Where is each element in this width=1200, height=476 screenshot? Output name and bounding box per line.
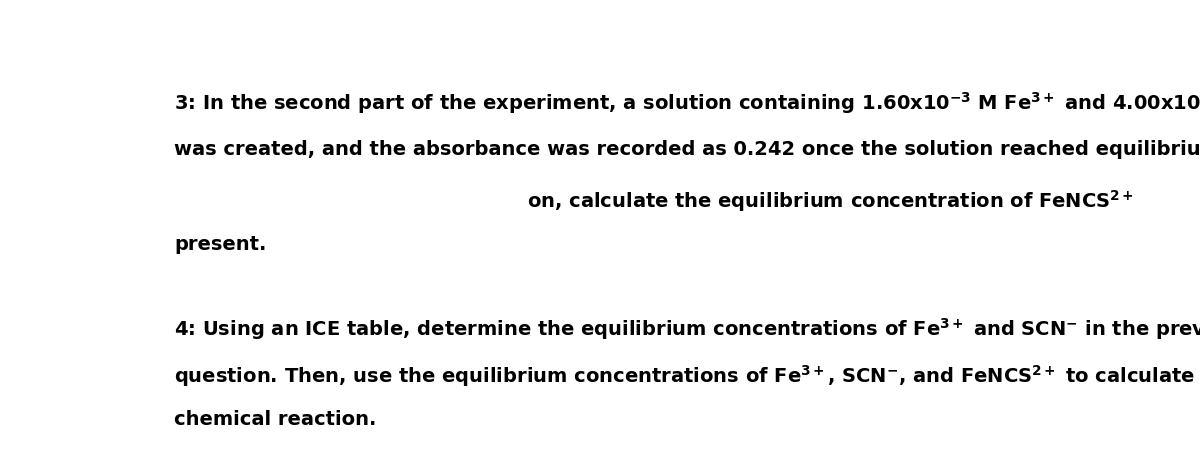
Text: chemical reaction.: chemical reaction. (174, 409, 377, 428)
Text: question. Then, use the equilibrium concentrations of Fe$^{3+}$, SCN$^{-}$, and : question. Then, use the equilibrium conc… (174, 363, 1200, 391)
Text: 4: Using an ICE table, determine the equilibrium concentrations of Fe$^{3+}$ and: 4: Using an ICE table, determine the equ… (174, 316, 1200, 341)
Text: was created, and the absorbance was recorded as 0.242 once the solution reached : was created, and the absorbance was reco… (174, 139, 1200, 159)
Text: on, calculate the equilibrium concentration of FeNCS$^{2+}$: on, calculate the equilibrium concentrat… (527, 187, 1134, 213)
Text: 3: In the second part of the experiment, a solution containing 1.60x10$^{-3}$ M : 3: In the second part of the experiment,… (174, 90, 1200, 116)
Text: present.: present. (174, 235, 266, 254)
